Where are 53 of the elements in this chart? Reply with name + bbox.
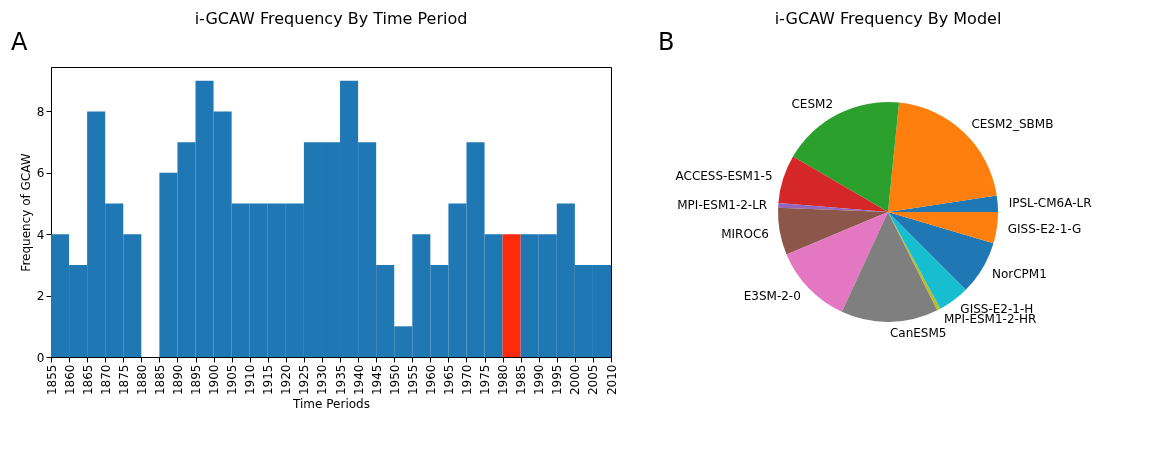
x-tick-label: 1970 xyxy=(459,364,474,396)
chart-title: i-GCAW Frequency By Model xyxy=(774,9,1002,28)
x-tick-label: 1980 xyxy=(496,364,511,396)
x-tick-label: 1995 xyxy=(550,364,565,396)
slice-label: CESM2 xyxy=(791,97,834,112)
x-tick-label: 1985 xyxy=(514,364,529,396)
x-tick-label: 1975 xyxy=(478,364,493,396)
x-tick-label: 1915 xyxy=(261,364,276,396)
x-tick-label: 1860 xyxy=(62,364,77,396)
y-axis-title: Frequency of GCAW xyxy=(18,153,33,272)
slice-label: GISS-E2-1-G xyxy=(1007,222,1082,237)
x-tick-label: 1900 xyxy=(207,364,222,396)
x-tick-label: 1880 xyxy=(134,364,149,396)
x-tick-label: 1935 xyxy=(333,364,348,396)
x-tick-label: 1940 xyxy=(351,364,366,396)
x-tick-label: 1875 xyxy=(116,364,131,396)
x-tick-label: 1890 xyxy=(170,364,185,396)
x-tick-label: 2005 xyxy=(586,364,601,396)
slice-label: E3SM-2-0 xyxy=(743,288,801,303)
x-tick-label: 1895 xyxy=(189,364,204,396)
slice-label: CESM2_SBMB xyxy=(971,117,1054,132)
x-tick-label: 1930 xyxy=(315,364,330,396)
x-tick-label: 1950 xyxy=(387,364,402,396)
y-tick-label: 0 xyxy=(36,350,45,365)
x-tick-label: 1945 xyxy=(369,364,384,396)
slice-label: MIROC6 xyxy=(721,226,769,241)
slice-label: NorCPM1 xyxy=(991,266,1047,281)
x-tick-label: 2010 xyxy=(604,364,619,396)
x-axis-title: Time Periods xyxy=(292,397,370,412)
x-tick-label: 2000 xyxy=(568,364,583,396)
x-tick-label: 1990 xyxy=(532,364,547,396)
x-tick-label: 1855 xyxy=(44,364,59,396)
text: A xyxy=(11,28,28,56)
x-tick-label: 1865 xyxy=(80,364,95,396)
x-tick-label: 1955 xyxy=(405,364,420,396)
x-tick-label: 1960 xyxy=(423,364,438,396)
y-tick-label: 8 xyxy=(36,105,45,119)
x-tick-label: 1905 xyxy=(225,364,240,396)
y-tick-label: 2 xyxy=(36,289,45,304)
text: B xyxy=(658,28,675,56)
y-tick-label: 4 xyxy=(36,227,45,242)
x-tick-label: 1870 xyxy=(98,364,113,396)
slice-label: ACCESS-ESM1-5 xyxy=(675,168,773,183)
x-tick-label: 1925 xyxy=(297,364,312,396)
x-tick-label: 1920 xyxy=(279,364,294,396)
chart-title: i-GCAW Frequency By Time Period xyxy=(194,9,468,28)
slice-label: IPSL-CM6A-LR xyxy=(1008,195,1092,210)
slice-label: MPI-ESM1-2-LR xyxy=(677,197,768,212)
y-tick-label: 6 xyxy=(36,166,45,181)
x-tick-label: 1885 xyxy=(152,364,167,396)
slice-label: CanESM5 xyxy=(889,325,947,340)
x-tick-label: 1965 xyxy=(441,364,456,396)
x-tick-label: 1910 xyxy=(243,364,258,396)
